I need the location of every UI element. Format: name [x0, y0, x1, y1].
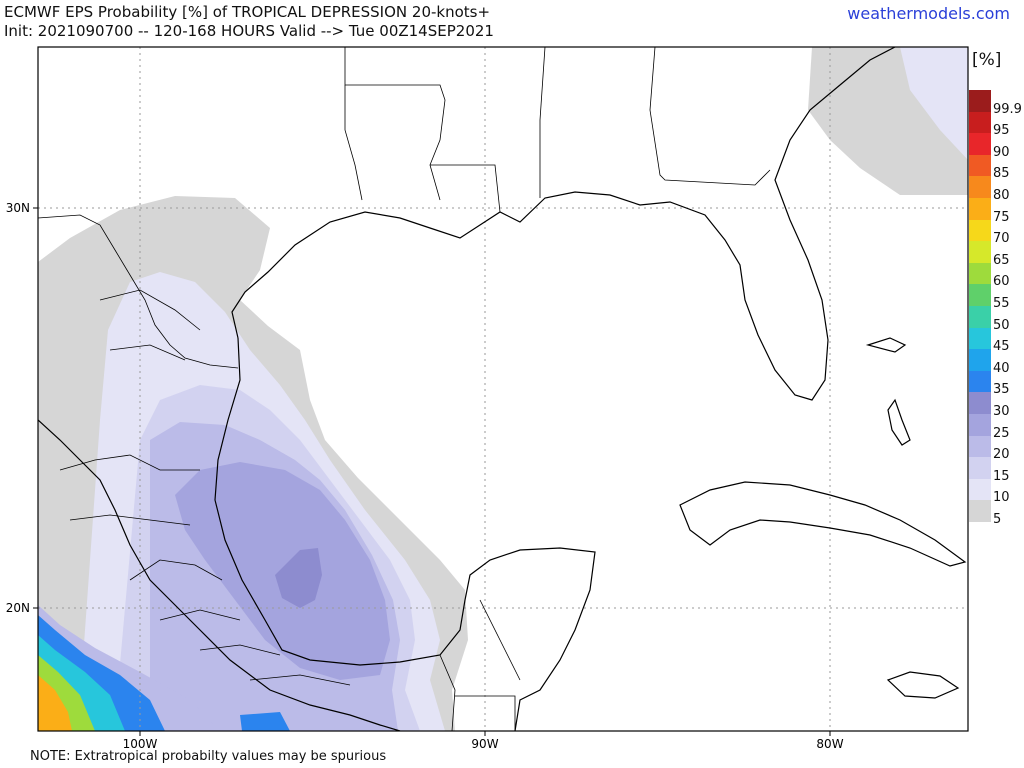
colorbar-label-75: 75	[993, 209, 1010, 225]
colorbar-label-85: 85	[993, 166, 1010, 182]
colorbar-label-55: 55	[993, 296, 1010, 311]
colorbar-swatch-60	[969, 262, 991, 285]
colorbar-label-40: 40	[993, 360, 1010, 376]
colorbar-swatch-50	[969, 306, 991, 328]
colorbar-label-80: 80	[993, 188, 1010, 203]
colorbar-label-99.9: 99.9	[993, 101, 1022, 117]
colorbar-swatch-40	[969, 349, 991, 371]
colorbar-label-70: 70	[993, 231, 1010, 247]
colorbar-swatch-25	[969, 414, 991, 436]
map-frame	[37, 46, 969, 732]
colorbar-swatch-85	[969, 154, 991, 177]
borders	[38, 47, 771, 731]
prob-area-10-east	[900, 47, 968, 160]
colorbar-swatch-95	[969, 111, 991, 134]
colorbar-label-25: 25	[993, 425, 1010, 441]
colorbar-label-45: 45	[993, 339, 1010, 355]
colorbar-swatch-5	[969, 500, 991, 522]
map-title: ECMWF EPS Probability [%] of TROPICAL DE…	[4, 3, 494, 41]
colorbar-swatch-55	[969, 284, 991, 306]
prob-area-30	[275, 548, 322, 608]
coastlines	[38, 47, 967, 731]
colorbar-label-90: 90	[993, 144, 1010, 160]
colorbar-label-10: 10	[993, 490, 1010, 506]
colorbar-swatch-10	[969, 478, 991, 501]
colorbar-label-30: 30	[993, 404, 1010, 419]
colorbar-swatch-15	[969, 457, 991, 479]
colorbar-label-60: 60	[993, 274, 1010, 290]
lon-label-100w: 100W	[123, 737, 158, 751]
colorbar-swatch-80	[969, 176, 991, 198]
colorbar-label-65: 65	[993, 252, 1010, 268]
title-line-2: Init: 2021090700 -- 120-168 HOURS Valid …	[4, 22, 494, 40]
colorbar-swatch-75	[969, 198, 991, 220]
colorbar	[969, 90, 991, 522]
lon-label-80w: 80W	[816, 737, 843, 751]
colorbar-label-15: 15	[993, 468, 1010, 484]
colorbar-swatch-65	[969, 241, 991, 263]
prob-area-pacific-2	[240, 712, 290, 731]
prob-area-pacific-70	[38, 675, 72, 731]
colorbar-swatch-99.9	[969, 90, 991, 112]
lon-label-90w: 90W	[471, 737, 498, 751]
lat-label-20n: 20N	[6, 601, 30, 615]
colorbar-label-95: 95	[993, 123, 1010, 139]
axis-ticks	[33, 207, 831, 736]
colorbar-unit: [%]	[972, 50, 1002, 70]
title-line-1: ECMWF EPS Probability [%] of TROPICAL DE…	[4, 3, 491, 21]
colorbar-swatch-90	[969, 133, 991, 155]
colorbar-label-50: 50	[993, 317, 1010, 333]
lat-label-30n: 30N	[6, 201, 30, 215]
graticule	[38, 47, 968, 731]
colorbar-swatch-20	[969, 435, 991, 458]
footer-note: NOTE: Extratropical probabilty values ma…	[30, 749, 387, 764]
colorbar-label-35: 35	[993, 382, 1010, 398]
colorbar-swatch-30	[969, 392, 991, 414]
site-link[interactable]: weathermodels.com	[847, 4, 1010, 23]
colorbar-swatch-70	[969, 219, 991, 242]
colorbar-label-20: 20	[993, 447, 1010, 463]
colorbar-label-5: 5	[993, 512, 1002, 527]
colorbar-swatch-35	[969, 370, 991, 393]
colorbar-swatch-45	[969, 327, 991, 350]
